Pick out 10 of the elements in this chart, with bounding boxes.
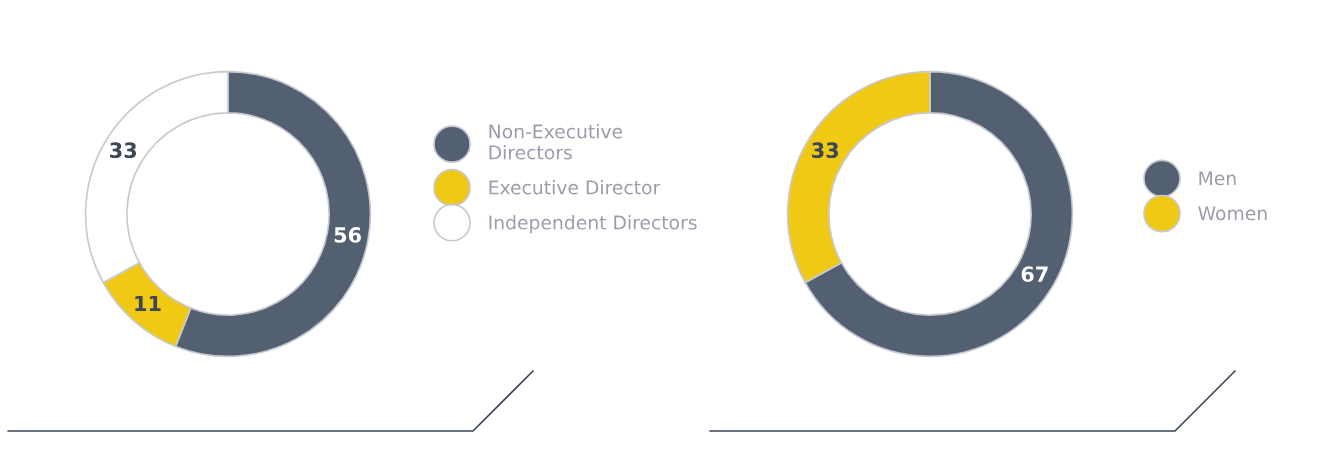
legend-label: Executive Director [489, 180, 661, 195]
legend-label: Independent Directors [489, 215, 697, 234]
data-label: 11 [135, 295, 161, 312]
legend-label: Non-Executive Directors [489, 124, 623, 160]
legend-label: Men [1199, 171, 1236, 186]
data-label: 56 [334, 227, 361, 243]
data-label: 33 [110, 142, 137, 159]
legend-label: Women [1198, 206, 1267, 221]
data-label: 33 [812, 142, 839, 159]
data-label: 67 [1021, 266, 1048, 283]
